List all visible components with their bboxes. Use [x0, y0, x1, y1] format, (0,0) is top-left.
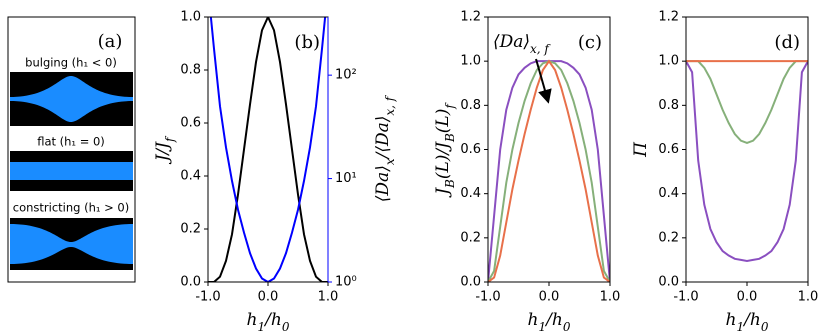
x-axis-label: h1/h0 — [247, 310, 290, 332]
series-group — [208, 17, 328, 282]
panel-label: (b) — [294, 32, 320, 53]
annotation-arrow — [535, 58, 552, 104]
y-axis-label-part: (L) — [433, 109, 453, 134]
y2-tick-label: 10¹ — [335, 171, 357, 186]
caption: constricting (h₁ > 0) — [13, 201, 129, 215]
panel-frame — [7, 16, 136, 283]
y-axis-label: JB(L)/JB(L)f — [433, 102, 457, 198]
y-tick-label: 1.0 — [658, 54, 679, 69]
y-tick-label: 1.2 — [658, 10, 679, 25]
annotation-part: ⟨Da⟩ — [493, 32, 530, 52]
y2-tick-label: 10⁰ — [335, 275, 357, 290]
y-axis-label-part: f — [443, 102, 457, 110]
x-axis-label-part: h — [247, 310, 258, 330]
x-axis-label-part: /h — [544, 310, 563, 330]
series-group — [686, 60, 808, 263]
y-axis-label: Π — [631, 141, 651, 158]
x-axis-label: h1/h0 — [528, 310, 571, 332]
channel-fluid — [10, 76, 133, 122]
y-tick-label: 0.6 — [460, 142, 481, 157]
x-tick-label: -1.0 — [475, 290, 500, 305]
y-axis-label-part: B — [443, 179, 457, 189]
y-tick-label: 0.4 — [460, 186, 481, 201]
y-tick-label: 1.0 — [180, 10, 201, 25]
plot-frame — [685, 16, 809, 283]
x-tick-label: 1.0 — [318, 290, 339, 305]
x-axis-label-part: /h — [263, 310, 282, 330]
plot-frame — [487, 16, 611, 283]
caption: bulging (h₁ < 0) — [25, 56, 117, 70]
y-tick-label: 0.8 — [460, 98, 481, 113]
panel-label: (a) — [98, 31, 123, 52]
y-tick-label: 0.0 — [460, 275, 481, 290]
x-axis-label-part: 0 — [761, 320, 769, 332]
x-tick-label: 0.0 — [737, 290, 758, 305]
series-line — [488, 60, 610, 282]
x-axis-label-part: h — [726, 310, 737, 330]
y-axis-label-part: Π — [631, 141, 651, 158]
channel-fluid — [10, 224, 133, 264]
y-tick-label: 0.8 — [658, 98, 679, 113]
y2-axis-label-part: x — [383, 158, 397, 165]
x-tick-label: 1.0 — [600, 290, 621, 305]
panel-label: (c) — [578, 32, 602, 53]
y-axis-label-part: (L)/J — [433, 141, 453, 179]
y-axis-label-part: f — [163, 135, 177, 143]
panel-label: (d) — [774, 32, 800, 53]
y-tick-label: 0.2 — [460, 230, 481, 245]
annotation-part: x, f — [530, 42, 551, 56]
series-line — [488, 59, 610, 282]
x-tick-label: -1.0 — [195, 290, 220, 305]
series-line — [686, 60, 808, 144]
y-tick-label: 0.6 — [658, 142, 679, 157]
chart-panel: -1.0 0.0 1.00.00.20.40.60.81.01.2h1/h0JB(L… — [433, 10, 621, 332]
y-axis-label-part: B — [443, 133, 457, 143]
y-tick-label: 0.2 — [180, 222, 201, 237]
x-axis-label-part: 1 — [538, 320, 546, 332]
x-axis-label-part: 0 — [563, 320, 571, 332]
x-tick-label: 0.0 — [539, 290, 560, 305]
y-tick-label: 0.8 — [180, 63, 201, 78]
channel-fluid — [10, 162, 133, 180]
series-line — [208, 17, 328, 282]
y2-tick-label: 10² — [335, 68, 357, 83]
y-tick-label: 0.0 — [180, 275, 201, 290]
y2-axis-label: ⟨Da⟩x/⟨Da⟩x, f — [373, 94, 397, 202]
caption: flat (h₁ = 0) — [37, 135, 105, 149]
y-tick-label: 0.2 — [658, 230, 679, 245]
series-group — [488, 59, 610, 282]
y-tick-label: 0.6 — [180, 116, 201, 131]
x-axis-label-part: /h — [742, 310, 761, 330]
panel-a: (a) bulging (h₁ < 0) flat (h₁ = 0) const… — [7, 16, 136, 283]
annotation: ⟨Da⟩x, f — [493, 32, 551, 56]
y-tick-label: 1.2 — [460, 10, 481, 25]
y2-axis-label-part: /⟨Da⟩ — [373, 116, 393, 161]
x-tick-label: -1.0 — [673, 290, 698, 305]
y2-axis-label-part: ⟨Da⟩ — [373, 165, 393, 202]
y2-axis-label-part: x, f — [383, 94, 397, 115]
y-tick-label: 0.4 — [658, 186, 679, 201]
chart-panel: -1.0 0.0 1.00.00.20.40.60.81.010⁰10¹10²⟨Da… — [153, 10, 397, 332]
series-line — [686, 60, 808, 263]
series-line — [488, 60, 610, 282]
y-axis-label: J/Jf — [153, 135, 177, 164]
x-axis-label-part: 1 — [257, 320, 265, 332]
x-tick-label: 1.0 — [798, 290, 819, 305]
y-axis-label-part: J — [433, 187, 453, 198]
y-tick-label: 0.0 — [658, 275, 679, 290]
y-tick-label: 1.0 — [460, 54, 481, 69]
x-axis-label-part: h — [528, 310, 539, 330]
y-tick-label: 0.4 — [180, 169, 201, 184]
x-axis-label-part: 1 — [736, 320, 744, 332]
x-axis-label: h1/h0 — [726, 310, 769, 332]
x-tick-label: 0.0 — [258, 290, 279, 305]
x-axis-label-part: 0 — [282, 320, 290, 332]
series-line — [209, 17, 327, 282]
y-axis-label-part: J/J — [153, 141, 173, 165]
chart-panel: -1.0 0.0 1.00.00.20.40.60.81.01.2h1/h0Π(d) — [631, 10, 819, 332]
